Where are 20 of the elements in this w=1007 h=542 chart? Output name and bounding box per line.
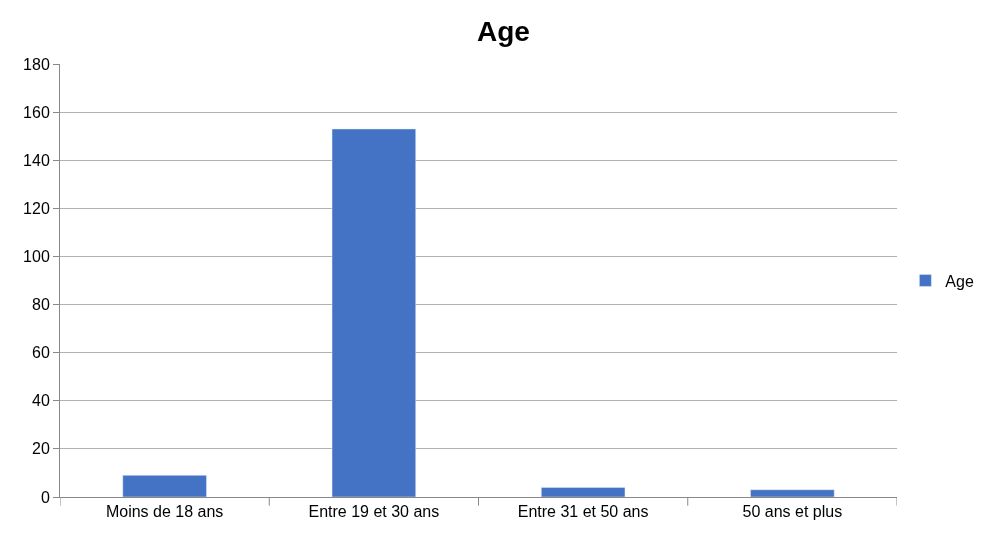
chart-title: Age: [477, 16, 530, 48]
y-tick-label: 20: [32, 440, 50, 458]
legend-label: Age: [945, 272, 974, 290]
y-tick-label: 0: [40, 488, 50, 506]
y-tick-label: 40: [32, 392, 50, 410]
y-tick-label: 60: [32, 344, 50, 362]
y-tick-label: 120: [23, 199, 50, 217]
x-tick-label: 50 ans et plus: [742, 503, 843, 521]
y-tick-label: 160: [23, 103, 50, 121]
bar: [331, 128, 416, 497]
x-tick-label: Entre 19 et 30 ans: [308, 503, 440, 521]
bar: [122, 475, 207, 497]
x-tick-label: Entre 31 et 50 ans: [517, 503, 649, 521]
bar: [541, 487, 626, 497]
y-tick-label: 180: [23, 55, 50, 73]
bar: [750, 489, 835, 497]
y-tick-label: 80: [32, 296, 50, 314]
y-tick-label: 100: [23, 248, 50, 266]
x-tick-label: Moins de 18 ans: [105, 503, 224, 521]
y-tick-label: 140: [23, 151, 50, 169]
